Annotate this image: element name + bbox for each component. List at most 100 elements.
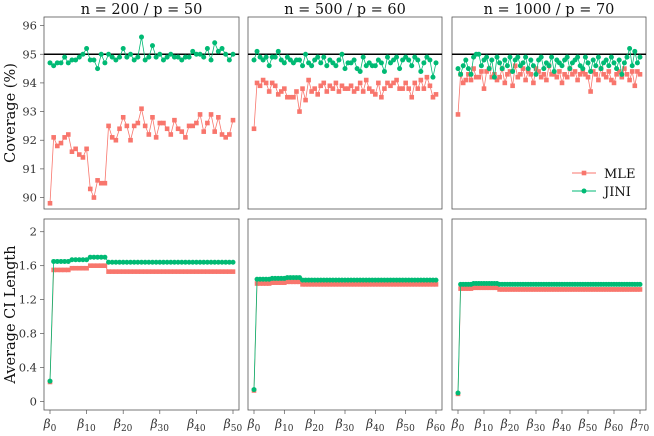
data-point-mle xyxy=(135,120,141,126)
data-point-mle xyxy=(216,114,221,120)
data-point-mle xyxy=(544,287,549,292)
data-point-jini xyxy=(113,57,119,63)
data-point-mle xyxy=(366,282,372,287)
data-point-mle xyxy=(622,66,627,71)
data-point-mle xyxy=(324,89,330,94)
data-point-jini xyxy=(146,259,152,265)
data-point-mle xyxy=(139,269,144,274)
data-point-mle xyxy=(415,86,421,91)
y-tick-label: 0.8 xyxy=(19,327,37,341)
data-point-jini xyxy=(378,60,384,66)
data-point-mle xyxy=(161,120,166,126)
data-point-mle xyxy=(186,269,192,274)
data-point-jini xyxy=(124,54,130,60)
data-point-mle xyxy=(463,77,469,83)
data-point-mle xyxy=(403,80,408,86)
data-point-jini xyxy=(507,54,513,60)
x-tick-subscript: 40 xyxy=(560,424,572,434)
data-point-jini xyxy=(208,57,214,63)
data-point-mle xyxy=(139,106,144,112)
data-point-jini xyxy=(128,51,134,57)
data-point-mle xyxy=(219,132,225,137)
data-point-jini xyxy=(201,54,207,60)
data-point-mle xyxy=(525,287,531,292)
data-point-mle xyxy=(489,74,495,80)
data-point-mle xyxy=(205,269,210,274)
y-tick-label: 1.2 xyxy=(19,293,37,307)
data-point-mle xyxy=(505,72,510,77)
data-point-mle xyxy=(575,287,580,292)
data-point-jini xyxy=(197,51,203,57)
data-point-mle xyxy=(533,66,539,71)
data-point-mle xyxy=(606,287,612,292)
x-tick-base: β xyxy=(304,417,312,431)
data-point-mle xyxy=(391,282,396,287)
data-point-mle xyxy=(512,287,518,292)
x-tick-subscript: 10 xyxy=(482,424,494,434)
data-point-mle xyxy=(505,287,510,292)
x-tick-base: β xyxy=(474,417,482,431)
data-point-mle xyxy=(279,89,284,94)
data-point-jini xyxy=(559,63,565,69)
data-point-mle xyxy=(321,282,327,287)
data-point-jini xyxy=(551,68,557,74)
data-point-jini xyxy=(153,259,159,265)
x-tick-label: β60 xyxy=(604,417,624,434)
data-point-jini xyxy=(190,259,196,265)
data-point-jini xyxy=(297,57,302,63)
data-point-mle xyxy=(73,265,78,271)
data-point-jini xyxy=(546,63,552,69)
data-point-mle xyxy=(394,282,399,287)
data-point-mle xyxy=(120,269,126,274)
panel-frame xyxy=(451,16,647,210)
data-point-mle xyxy=(632,287,638,292)
data-point-mle xyxy=(102,180,108,186)
data-point-mle xyxy=(614,287,619,292)
data-point-jini xyxy=(131,57,137,63)
data-point-mle xyxy=(183,135,188,140)
panel-1-2: β0 β10 β20 β30 β40 β50 β60 β70 xyxy=(451,218,649,434)
data-point-jini xyxy=(76,54,82,60)
x-tick-label: β20 xyxy=(304,417,324,434)
y-tick-label: 92 xyxy=(22,133,37,147)
x-tick-label: β30 xyxy=(335,417,355,434)
data-point-mle xyxy=(351,89,357,94)
data-point-mle xyxy=(397,282,402,287)
data-point-mle xyxy=(554,287,560,292)
data-point-jini xyxy=(84,46,90,52)
data-point-jini xyxy=(580,66,586,72)
data-point-mle xyxy=(272,280,278,285)
data-point-mle xyxy=(201,269,207,274)
x-tick-subscript: 60 xyxy=(434,424,446,434)
legend-marker-mle xyxy=(581,170,587,176)
data-point-mle xyxy=(533,287,539,292)
y-axis-label-coverage: Coverage (%) xyxy=(3,63,19,163)
data-point-mle xyxy=(515,74,521,80)
data-point-jini xyxy=(204,259,210,265)
data-point-jini xyxy=(384,54,390,60)
data-point-jini xyxy=(51,258,57,264)
y-tick-label: 2 xyxy=(30,225,37,239)
data-point-jini xyxy=(614,66,620,72)
data-point-mle xyxy=(570,72,575,77)
data-point-jini xyxy=(530,63,536,69)
data-point-jini xyxy=(87,57,93,63)
data-point-mle xyxy=(197,112,203,117)
data-point-mle xyxy=(484,285,489,291)
data-point-jini xyxy=(351,57,357,63)
data-point-jini xyxy=(226,259,232,265)
y-tick-label: 93 xyxy=(22,105,37,119)
data-point-mle xyxy=(593,287,599,292)
data-point-jini xyxy=(381,68,387,74)
data-point-mle xyxy=(601,72,606,77)
data-point-jini xyxy=(409,63,415,69)
x-tick-label: β10 xyxy=(474,417,494,434)
data-point-mle xyxy=(153,135,159,140)
data-point-mle xyxy=(80,155,86,160)
data-point-mle xyxy=(577,72,583,77)
x-tick-base: β xyxy=(526,417,534,431)
data-point-mle xyxy=(306,77,311,83)
data-point-mle xyxy=(476,74,482,80)
data-point-mle xyxy=(282,86,287,91)
y-tick-label: 96 xyxy=(22,19,37,33)
